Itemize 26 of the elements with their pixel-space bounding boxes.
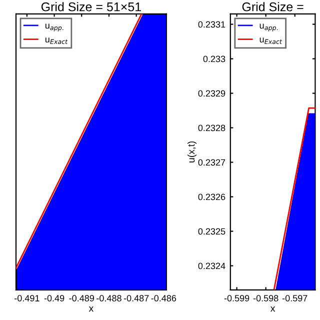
x-tick-label: -0.599	[224, 295, 250, 302]
chart-title: Grid Size =	[242, 2, 304, 12]
chart-title: Grid Size = 51×51	[41, 2, 141, 12]
x-tick-label: -0.598	[253, 295, 278, 302]
legend-label: u$_{app.}$	[45, 24, 64, 32]
y-tick-label: 0.233	[203, 56, 226, 62]
x-axis-title: x	[88, 306, 94, 312]
x-tick-label: -0.488	[96, 295, 122, 302]
legend-label: u$_{Exact}$	[45, 38, 68, 44]
x-tick-label: -0.49	[44, 295, 64, 302]
y-tick-label: 0.2331	[198, 21, 226, 28]
x-tick-label: -0.486	[151, 295, 176, 302]
x-tick-label: -0.597	[282, 295, 308, 302]
x-axis-title: x	[270, 306, 276, 312]
y-tick-label: 0.2324	[198, 262, 226, 270]
y-tick-label: 0.2325	[198, 228, 226, 235]
x-tick-label: -0.491	[14, 295, 40, 302]
x-tick-label: -0.487	[124, 295, 149, 302]
y-tick-label: 0.2328	[198, 124, 226, 132]
legend-label: u$_{app.}$	[260, 24, 278, 32]
y-axis-title: u(x,t)	[187, 141, 197, 162]
y-tick-label: 0.2327	[198, 159, 226, 166]
x-tick-label: -0.489	[69, 295, 94, 302]
legend-label: u$_{Exact}$	[260, 38, 282, 44]
y-tick-label: 0.2329	[198, 90, 226, 97]
y-tick-label: 0.2326	[198, 194, 226, 200]
